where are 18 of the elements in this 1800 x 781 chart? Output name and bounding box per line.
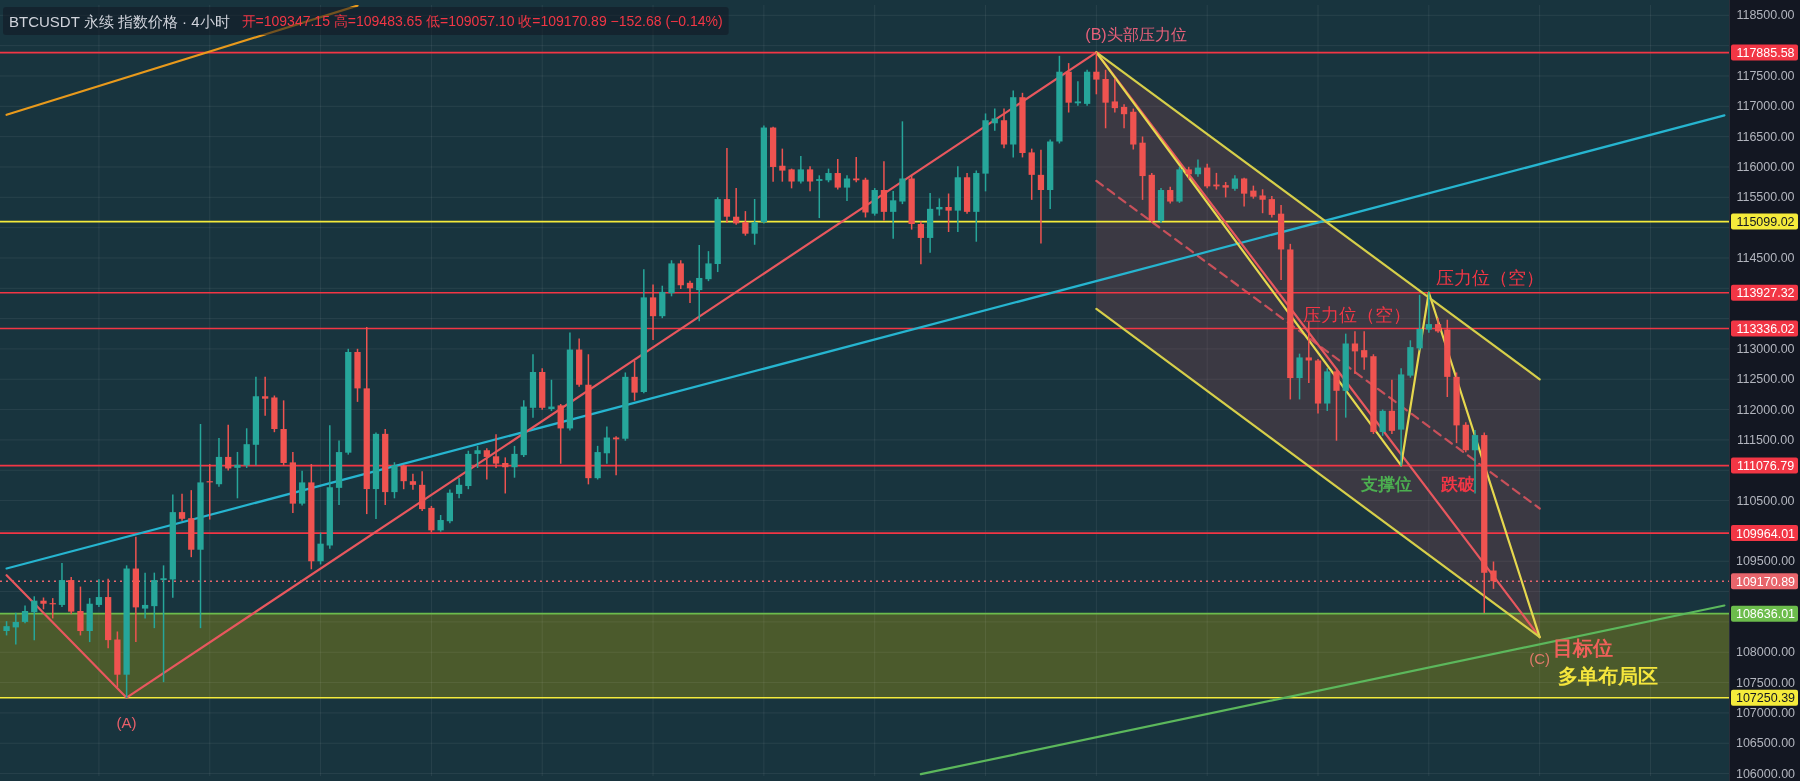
- ref-line-label: 113336.02: [1736, 322, 1795, 337]
- annotation: (B)头部压力位: [1085, 25, 1187, 43]
- ref-line-label: 115099.02: [1736, 215, 1795, 230]
- annotation: 压力位（空）: [1302, 304, 1411, 325]
- annotation: 支撑位: [1361, 474, 1413, 494]
- annotation: (A): [116, 713, 137, 731]
- ref-line-label: 109170.89: [1735, 574, 1796, 589]
- header: BTCUSDT 永续 指数价格 · 4小时 开=109347.15 高=109483.65 低=109057.10 收=109170.89 −152.68 (−0.14%): [3, 7, 729, 35]
- ref-line-label: 111076.79: [1736, 459, 1795, 474]
- annotation: 目标位: [1552, 637, 1613, 660]
- ref-line-label: 108636.01: [1735, 607, 1796, 622]
- annotation: (C): [1529, 649, 1551, 667]
- ref-line-label: 107250.39: [1735, 691, 1796, 706]
- annotation: 跌破: [1441, 474, 1476, 494]
- ref-line-label: 117885.58: [1736, 46, 1795, 61]
- ref-line-label: 113927.32: [1736, 286, 1795, 301]
- annotation: 压力位（空）: [1435, 267, 1544, 288]
- ref-line-label: 109964.01: [1735, 526, 1796, 541]
